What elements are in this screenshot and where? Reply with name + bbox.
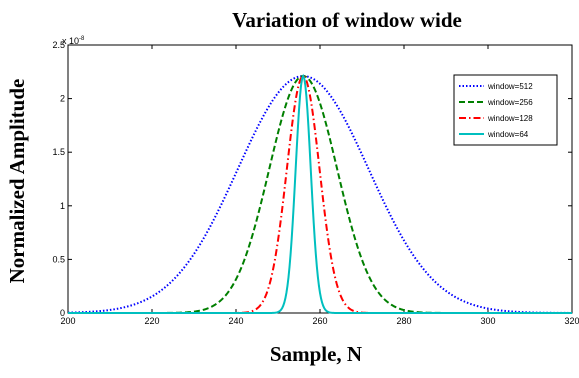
plot-area: 200 220 240 260 280 300 320 0 0.5 1 1.5 2 2.5 xyxy=(52,40,579,326)
y-tick-label: 1 xyxy=(60,201,65,211)
series-line-window-512 xyxy=(67,75,573,314)
series-line-window-64 xyxy=(68,73,572,314)
x-tick-label: 220 xyxy=(144,316,159,326)
y-tick-label: 1.5 xyxy=(52,147,65,157)
legend-label: window=128 xyxy=(487,114,533,123)
legend-label: window=64 xyxy=(487,130,529,139)
x-tick-label: 300 xyxy=(480,316,495,326)
y-tick-label: 0.5 xyxy=(52,254,65,264)
legend-label: window=512 xyxy=(487,82,533,91)
y-exponent-base: x 10 xyxy=(62,36,79,46)
chart-title: Variation of window wide xyxy=(232,8,462,32)
legend-label: window=256 xyxy=(487,98,533,107)
x-tick-label: 280 xyxy=(396,316,411,326)
y-axis-label: Normalized Amplitude xyxy=(5,79,29,284)
y-tick-label: 2 xyxy=(60,94,65,104)
x-tick-label: 320 xyxy=(564,316,579,326)
legend: window=512 window=256 window=128 window=64 xyxy=(453,74,558,146)
x-tick-label: 260 xyxy=(312,316,327,326)
y-tick-label: 0 xyxy=(60,308,65,318)
y-exponent-power: -8 xyxy=(79,36,85,42)
x-tick-label: 240 xyxy=(228,316,243,326)
x-tick-label: 200 xyxy=(60,316,75,326)
series-layer xyxy=(67,73,573,314)
y-tick-label: 2.5 xyxy=(52,40,65,50)
x-axis-label: Sample, N xyxy=(270,342,362,366)
y-exponent-label: x 10-8 xyxy=(62,36,85,46)
